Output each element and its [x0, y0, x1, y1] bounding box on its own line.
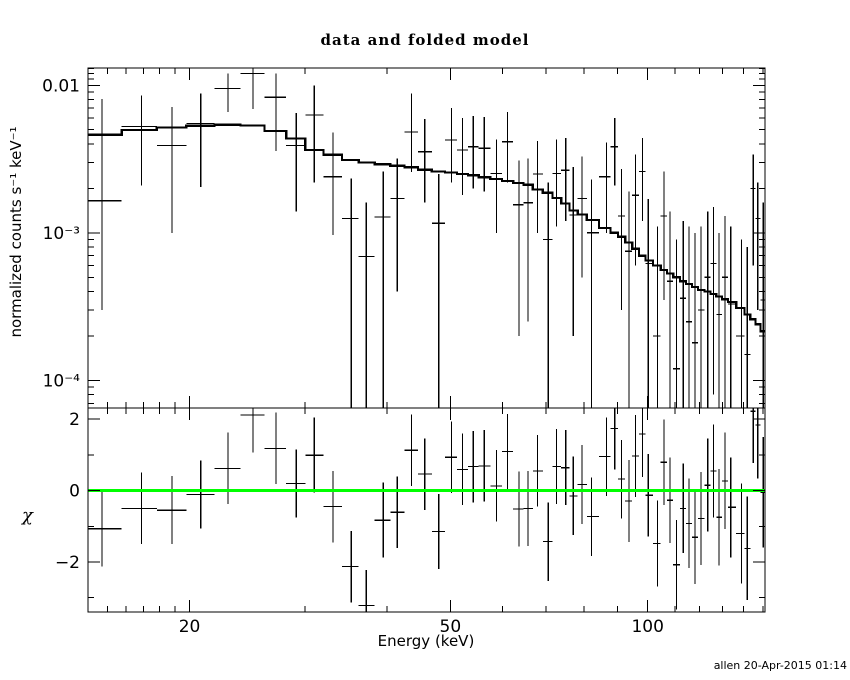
plot-signature: allen 20-Apr-2015 01:14: [713, 659, 847, 672]
svg-text:20: 20: [179, 617, 201, 637]
y-axis-label-chi: χ: [22, 505, 33, 526]
svg-text:0.01: 0.01: [42, 76, 80, 96]
svg-text:2: 2: [69, 410, 80, 430]
svg-text:50: 50: [440, 617, 462, 637]
svg-text:10⁻³: 10⁻³: [43, 224, 80, 244]
svg-text:100: 100: [631, 617, 663, 637]
x-axis-label: Energy (keV): [377, 632, 475, 650]
chart-title: data and folded model: [320, 31, 530, 49]
data-points: [88, 68, 765, 408]
residual-points: [88, 408, 765, 612]
svg-text:−2: −2: [55, 553, 80, 573]
svg-text:0: 0: [69, 482, 80, 502]
svg-text:10⁻⁴: 10⁻⁴: [43, 371, 81, 391]
